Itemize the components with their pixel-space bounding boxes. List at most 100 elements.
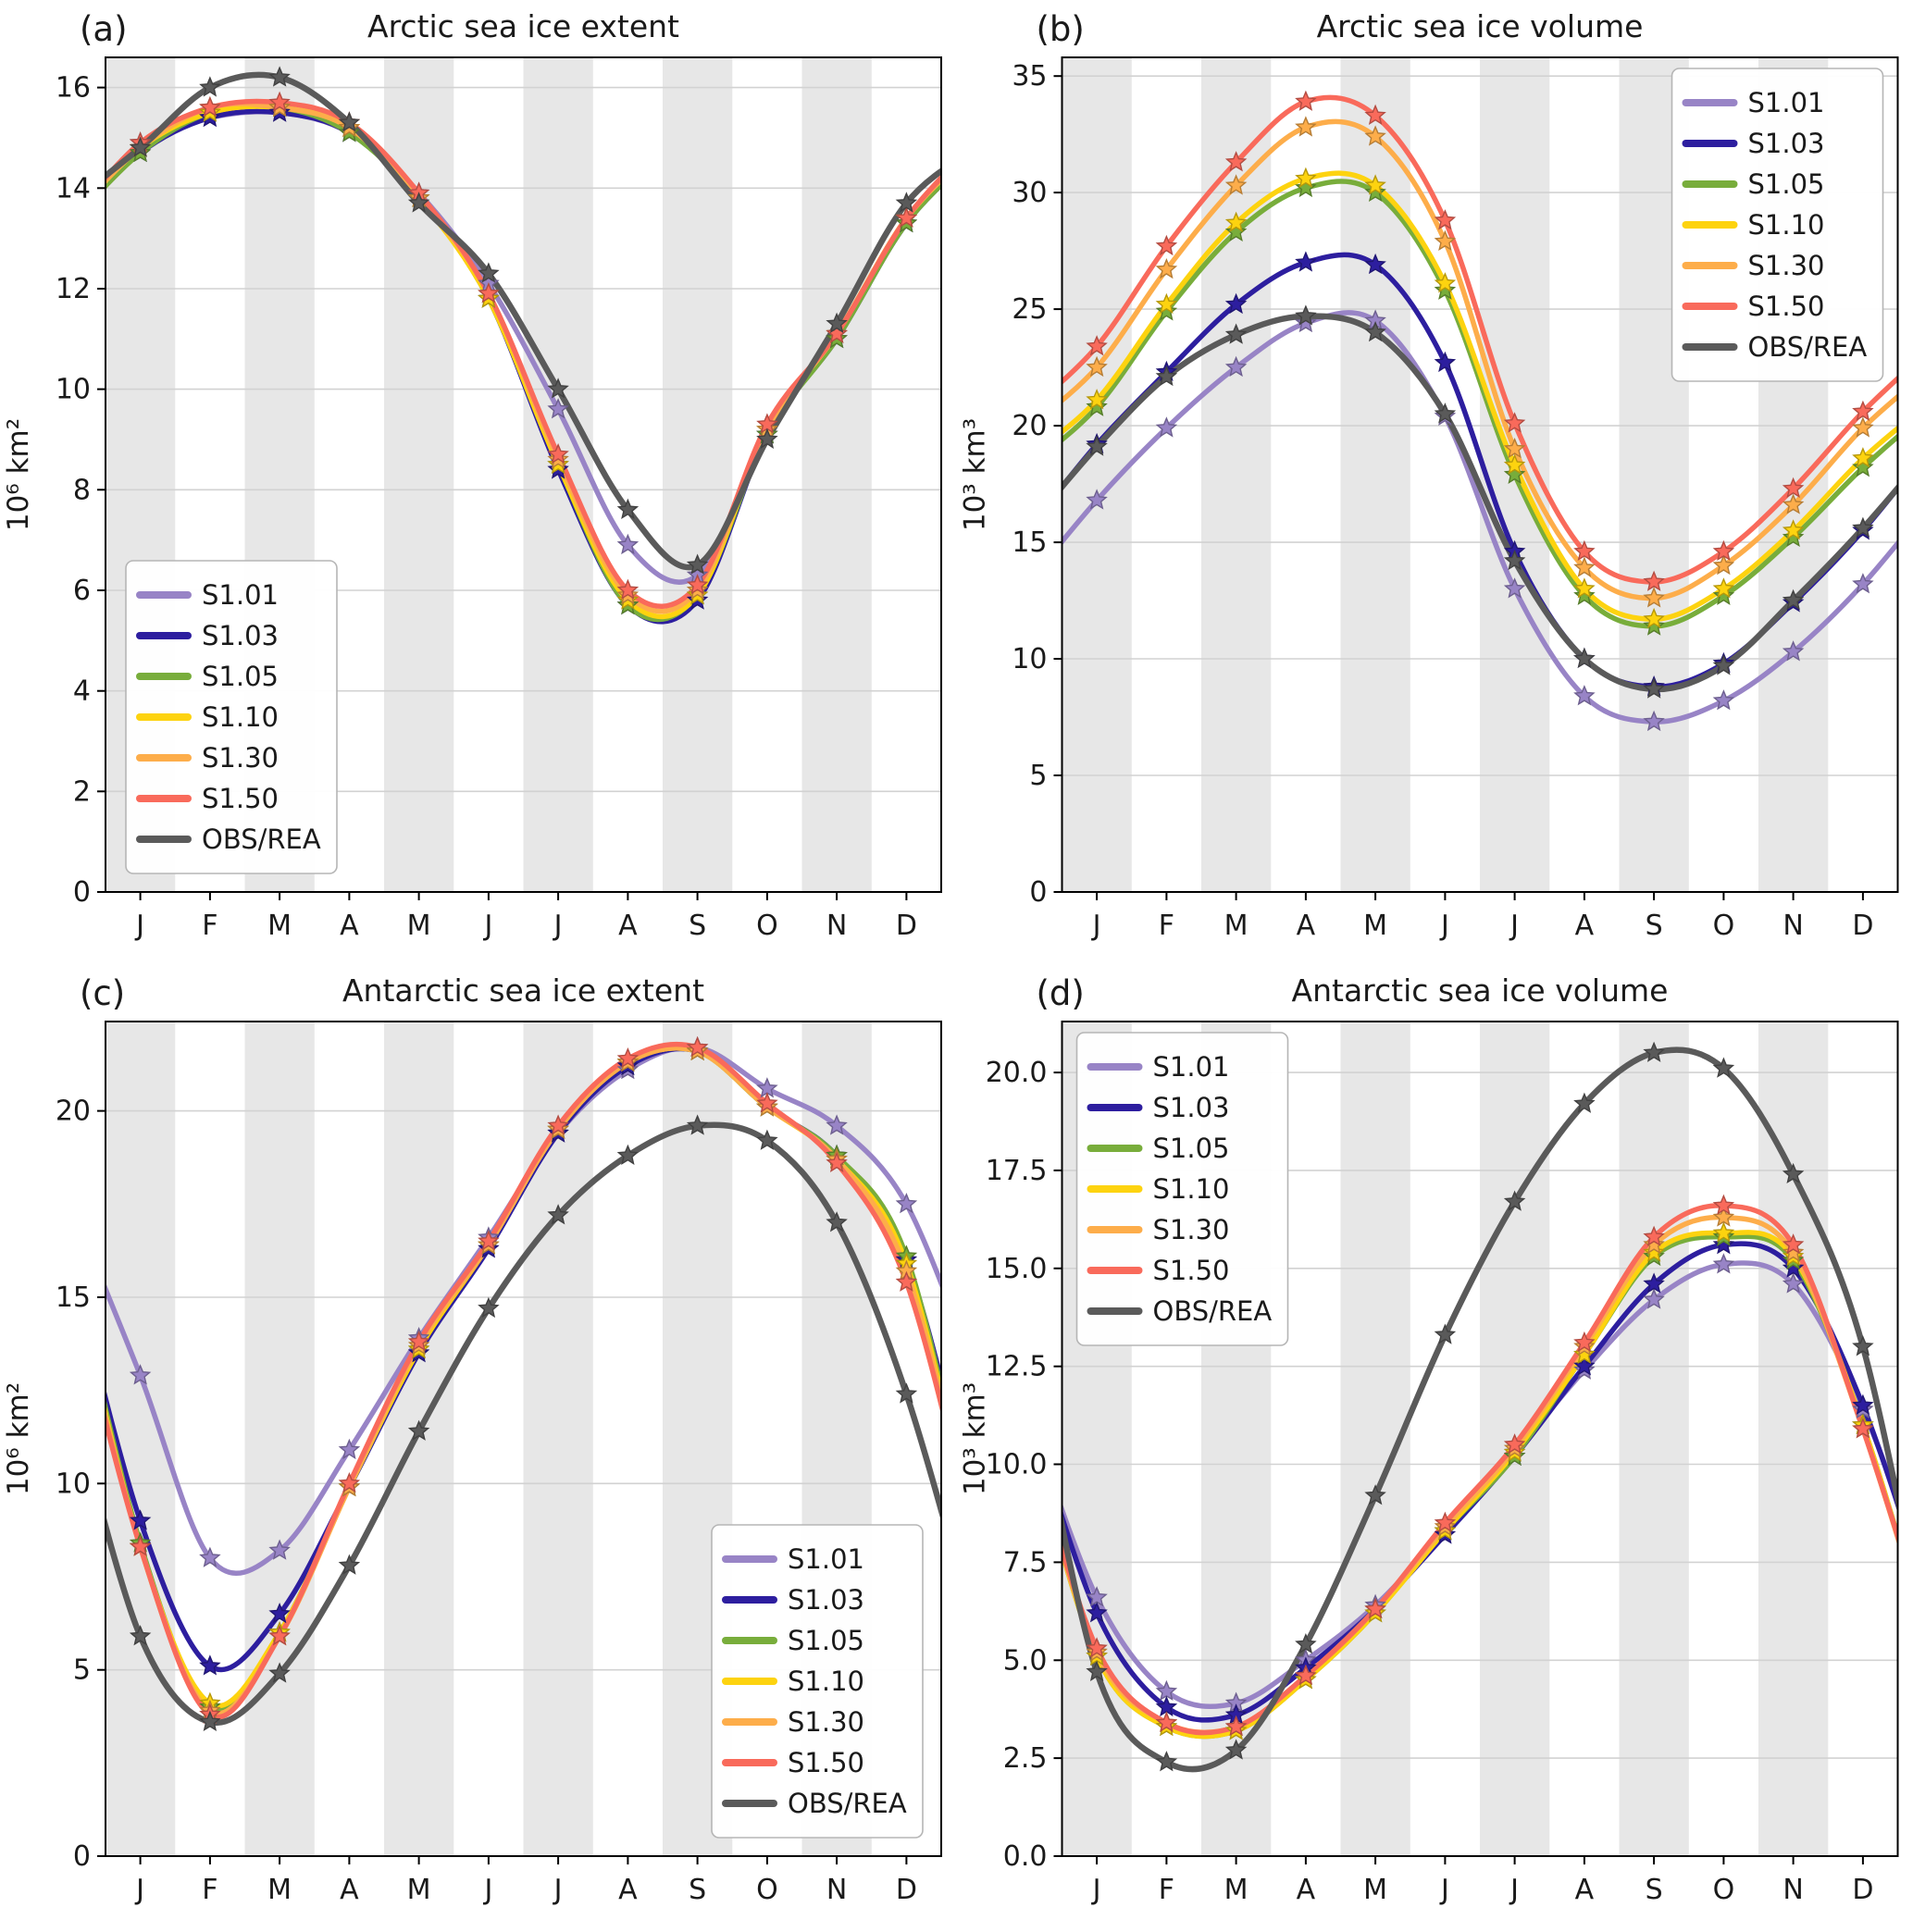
y-tick-label: 2.5 [1003, 1742, 1048, 1775]
star-marker [1573, 556, 1596, 577]
star-marker [1224, 174, 1248, 195]
star-marker [1573, 584, 1596, 605]
y-tick-label: 5 [1029, 760, 1047, 792]
star-marker [1852, 400, 1874, 421]
legend-label: S1.01 [788, 1543, 864, 1575]
star-marker [1434, 279, 1457, 300]
panel-label: (b) [1037, 9, 1085, 49]
star-marker [1712, 1253, 1735, 1274]
legend-label: S1.05 [1153, 1133, 1230, 1164]
star-marker [1295, 167, 1317, 188]
star-marker [1573, 647, 1596, 668]
star-marker [338, 1554, 361, 1575]
star-marker [1852, 516, 1874, 538]
y-tick-label: 0 [73, 1840, 91, 1873]
star-marker [129, 1364, 152, 1385]
x-tick-label: J [1091, 910, 1101, 942]
star-marker [1295, 251, 1317, 272]
y-tick-label: 10 [1012, 643, 1047, 675]
star-marker [268, 1539, 291, 1560]
star-marker [686, 1114, 709, 1135]
star-marker [1503, 463, 1526, 484]
series-markers [129, 1035, 918, 1731]
star-marker [1643, 677, 1665, 699]
y-axis-label: 10⁶ km² [2, 418, 35, 531]
y-tick-label: 15.0 [986, 1253, 1048, 1285]
star-marker [1573, 685, 1596, 706]
star-marker [1573, 1092, 1596, 1113]
star-marker [1782, 526, 1805, 547]
star-marker [1782, 1241, 1805, 1262]
star-marker [199, 1546, 221, 1567]
star-marker [756, 427, 778, 449]
x-tick-label: M [407, 1874, 431, 1906]
y-tick-label: 10 [56, 1468, 91, 1500]
star-marker [1573, 539, 1596, 562]
star-marker [616, 498, 640, 519]
star-marker [1434, 351, 1457, 373]
y-tick-label: 10 [56, 374, 91, 406]
y-tick-label: 30 [1012, 177, 1047, 209]
legend-label: S1.05 [788, 1625, 864, 1656]
x-tick-label: J [482, 1874, 492, 1906]
panel-antarctic-extent: 0 5 10 15 20 J F M A M J J A S O N D Antarctic sea ice ex… [0, 964, 956, 1928]
y-axis: 0 5 10 15 20 25 30 35 [1012, 60, 1062, 909]
star-marker [268, 91, 291, 112]
y-tick-label: 15 [1012, 526, 1047, 559]
panel-label: (a) [80, 9, 128, 49]
legend-label: S1.30 [1153, 1214, 1230, 1245]
legend-label: OBS/REA [788, 1788, 907, 1819]
legend-label: OBS/REA [1153, 1295, 1273, 1327]
y-tick-label: 0 [73, 876, 91, 909]
star-marker [1224, 323, 1248, 344]
x-tick-label: J [1091, 1874, 1101, 1906]
legend-label: S1.30 [1748, 250, 1825, 281]
star-marker [756, 1129, 778, 1150]
axes-frame [105, 56, 942, 893]
star-marker [1782, 493, 1805, 514]
x-tick-label: O [1713, 910, 1735, 942]
x-tick-label: O [756, 910, 778, 942]
chart-a: 0 2 4 6 8 10 12 14 16 J F M A M J J A S O N D Arctic sea ice … [2, 8, 942, 942]
star-marker [1712, 1194, 1735, 1215]
star-marker [1155, 257, 1178, 279]
x-tick-label: S [1646, 1874, 1663, 1906]
star-marker [129, 1535, 152, 1556]
legend: S1.01 S1.03 S1.05 S1.10 S1.30 S1.50 OBS/REA [125, 560, 338, 874]
star-marker [1643, 1288, 1665, 1309]
star-marker [895, 1192, 918, 1214]
star-marker [1852, 416, 1874, 438]
star-marker [1712, 689, 1735, 711]
legend-label: S1.50 [1748, 291, 1825, 322]
star-marker [1295, 304, 1317, 326]
legend-label: S1.03 [1748, 128, 1825, 159]
y-axis-label: 10³ km³ [959, 1382, 992, 1495]
x-tick-label: A [1297, 910, 1316, 942]
star-marker [407, 192, 430, 213]
x-tick-label: S [689, 1874, 706, 1906]
star-marker [1434, 1511, 1457, 1532]
x-tick-label: J [482, 910, 492, 942]
star-marker [1503, 1190, 1526, 1211]
month-band [1201, 57, 1272, 892]
star-marker [1643, 1241, 1665, 1262]
x-tick-label: M [267, 1874, 292, 1906]
star-marker [1295, 1632, 1317, 1654]
star-marker [1503, 577, 1526, 599]
y-tick-label: 0.0 [1003, 1840, 1048, 1873]
star-marker [1712, 1206, 1735, 1227]
star-marker [478, 262, 500, 283]
line-S1.30 [1062, 118, 1898, 601]
series-markers [1086, 1041, 1874, 1772]
star-marker [1155, 300, 1178, 321]
star-marker [826, 312, 848, 333]
star-marker [1852, 1418, 1874, 1439]
legend-label: S1.30 [202, 742, 279, 774]
star-marker [686, 574, 709, 595]
x-tick-label: A [1297, 1874, 1316, 1906]
y-tick-label: 10.0 [986, 1449, 1048, 1481]
x-tick-label: A [1575, 910, 1595, 942]
star-marker [1712, 1057, 1735, 1078]
